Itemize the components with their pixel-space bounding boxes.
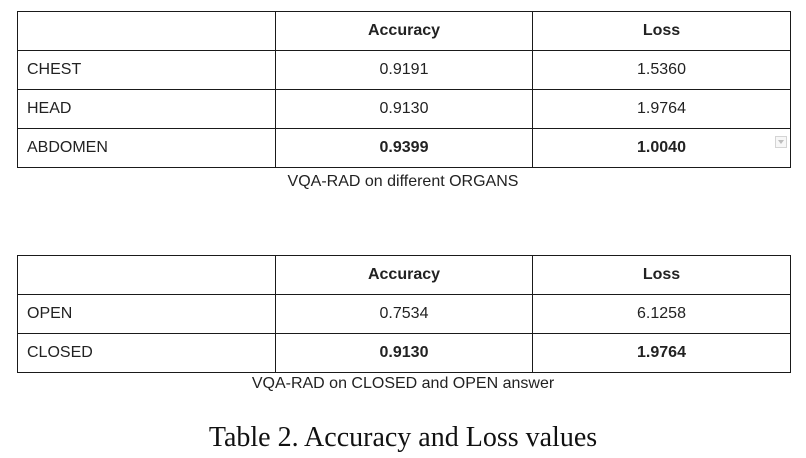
header-cell-empty [17,255,276,295]
row-label: CHEST [17,50,276,90]
accuracy-cell: 0.9130 [275,89,533,129]
loss-cell: 6.1258 [532,294,791,334]
table-header-row: Accuracy Loss [17,255,791,295]
loss-value: 1.0040 [637,139,686,156]
accuracy-cell: 0.9191 [275,50,533,90]
table2-caption: VQA-RAD on CLOSED and OPEN answer [251,375,555,392]
table-row: HEAD 0.9130 1.9764 [17,89,791,129]
row-label: HEAD [17,89,276,129]
header-cell-empty [17,11,276,51]
table-row: ABDOMEN 0.9399 1.0040 [17,128,791,168]
table1-caption: VQA-RAD on different ORGANS [287,173,519,190]
row-label: ABDOMEN [17,128,276,168]
figure-title: Table 2. Accuracy and Loss values [208,422,598,453]
row-label: CLOSED [17,333,276,373]
header-cell-accuracy: Accuracy [275,255,533,295]
loss-cell-best: 1.9764 [532,333,791,373]
loss-cell: 1.5360 [532,50,791,90]
header-cell-loss: Loss [532,255,791,295]
loss-cell: 1.9764 [532,89,791,129]
table-header-row: Accuracy Loss [17,11,791,51]
loss-cell-best: 1.0040 [532,128,791,168]
table-row: CLOSED 0.9130 1.9764 [17,333,791,373]
answer-type-table: Accuracy Loss OPEN 0.7534 6.1258 CLOSED … [17,255,791,373]
table-row: OPEN 0.7534 6.1258 [17,294,791,334]
accuracy-cell-best: 0.9399 [275,128,533,168]
header-cell-accuracy: Accuracy [275,11,533,51]
accuracy-cell-best: 0.9130 [275,333,533,373]
header-cell-loss: Loss [532,11,791,51]
table-row: CHEST 0.9191 1.5360 [17,50,791,90]
dropdown-arrow-icon[interactable] [775,136,787,148]
row-label: OPEN [17,294,276,334]
accuracy-cell: 0.7534 [275,294,533,334]
organs-table: Accuracy Loss CHEST 0.9191 1.5360 HEAD 0… [17,11,791,168]
